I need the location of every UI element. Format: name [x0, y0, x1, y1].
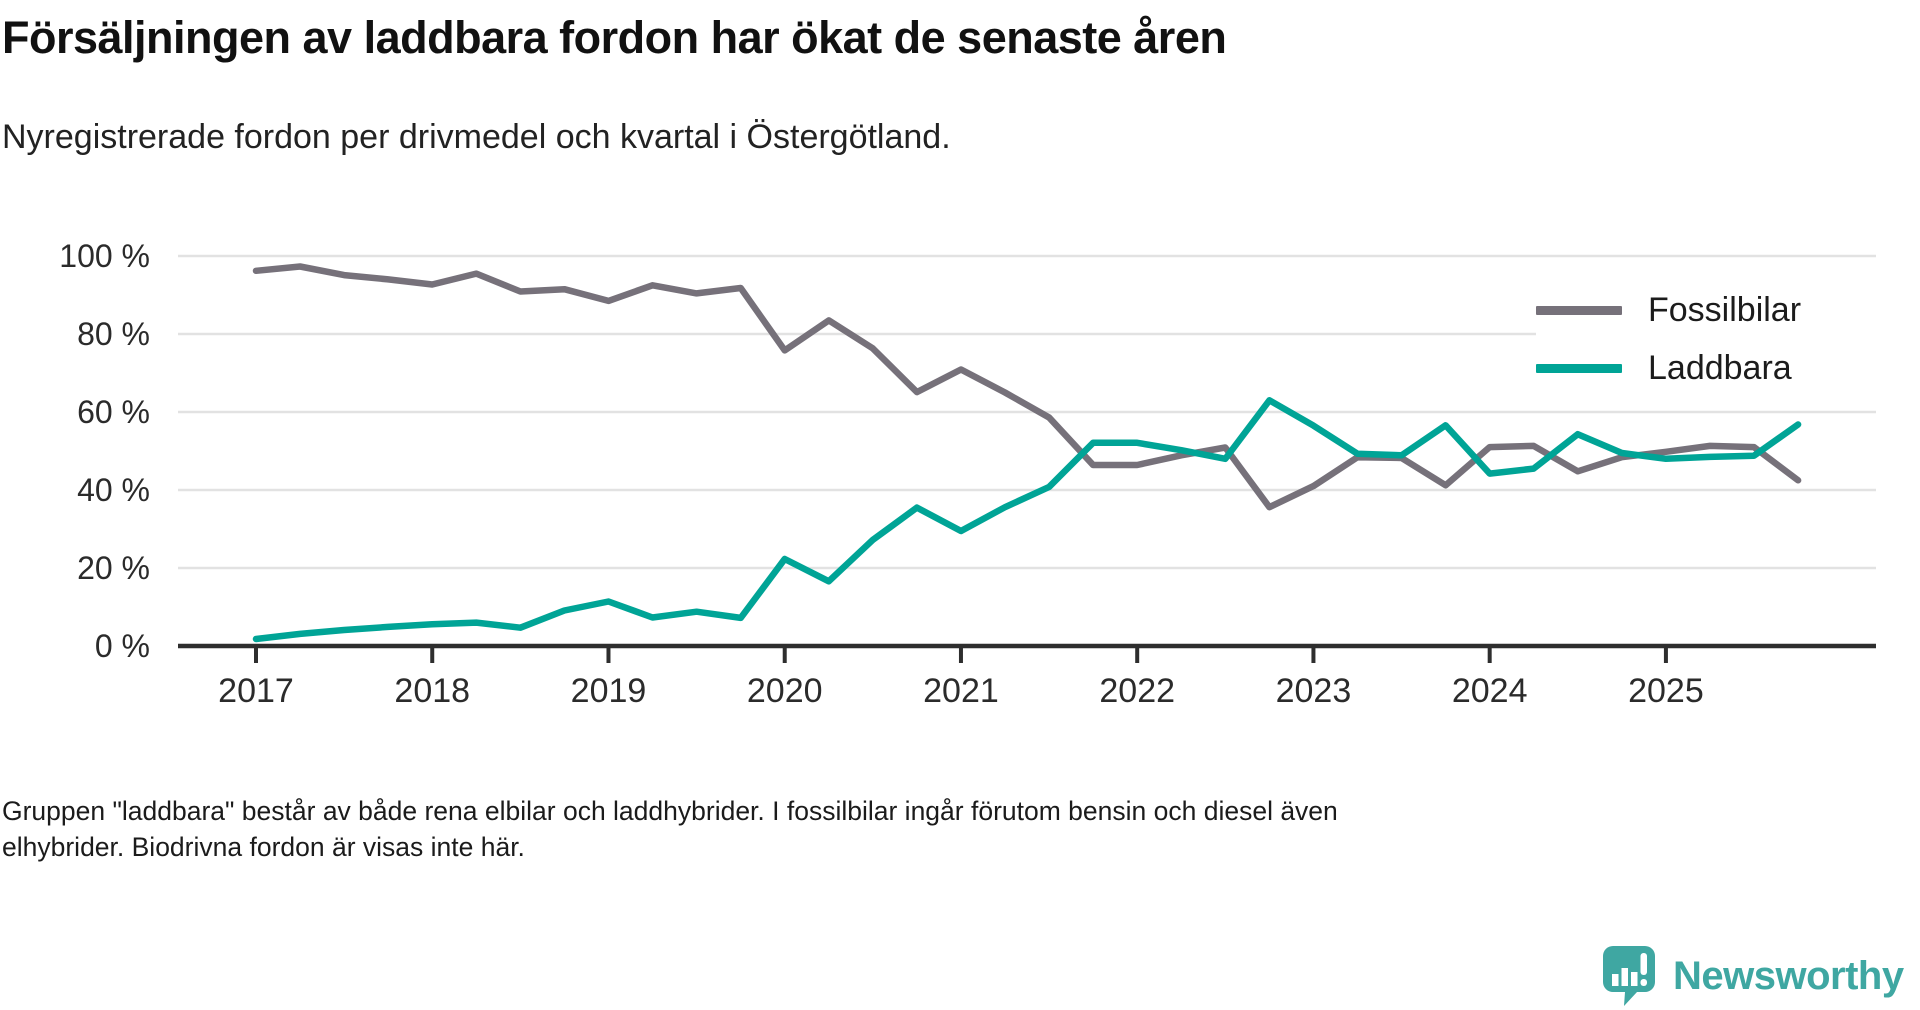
x-tick-label-2017: 2017 — [218, 672, 294, 710]
bar-2 — [1621, 968, 1628, 986]
chart-footnote: Gruppen "laddbara" består av både rena e… — [2, 793, 1832, 865]
x-tick-label-2023: 2023 — [1276, 672, 1352, 710]
exclamation-dot — [1640, 979, 1647, 986]
legend-label-laddbara: Laddbara — [1648, 348, 1792, 387]
laddbara-line-swatch — [1536, 363, 1622, 373]
x-tick-label-2022: 2022 — [1099, 672, 1175, 710]
chart-legend: Fossilbilar Laddbara — [1536, 284, 1876, 394]
y-tick-label-60: 60 % — [77, 394, 150, 430]
exclamation-bar — [1640, 953, 1647, 975]
y-tick-label-80: 80 % — [77, 316, 150, 352]
series-line-fossilbilar — [252, 263, 1802, 511]
footnote-line-2: elhybrider. Biodrivna fordon är visas in… — [2, 832, 525, 862]
y-tick-label-0: 0 % — [95, 628, 150, 664]
newsworthy-bubble-icon — [1603, 946, 1655, 1006]
bubble-shape — [1603, 946, 1655, 1006]
legend-item-fossilbilar: Fossilbilar — [1536, 290, 1876, 330]
y-tick-label-20: 20 % — [77, 550, 150, 586]
x-tick-label-2019: 2019 — [571, 672, 647, 710]
x-tick-label-2024: 2024 — [1452, 672, 1528, 710]
fossilbilar-line-swatch — [1536, 305, 1622, 315]
series-line-laddbara — [252, 397, 1802, 643]
x-tick-label-2025: 2025 — [1628, 672, 1704, 710]
footnote-line-1: Gruppen "laddbara" består av både rena e… — [2, 796, 1338, 826]
legend-label-fossilbilar: Fossilbilar — [1648, 290, 1802, 329]
y-tick-label-100: 100 % — [59, 238, 150, 274]
newsworthy-logo: Newsworthy — [1601, 945, 1904, 1007]
newsworthy-logo-text: Newsworthy — [1673, 953, 1904, 998]
x-tick-label-2018: 2018 — [394, 672, 470, 710]
bar-1 — [1612, 974, 1619, 986]
chart-title: Försäljningen av laddbara fordon har öka… — [2, 12, 1227, 63]
x-tick-label-2021: 2021 — [923, 672, 999, 710]
legend-item-laddbara: Laddbara — [1536, 348, 1876, 388]
chart-subtitle: Nyregistrerade fordon per drivmedel och … — [2, 118, 951, 156]
bar-3 — [1631, 972, 1638, 986]
y-tick-label-40: 40 % — [77, 472, 150, 508]
x-tick-label-2020: 2020 — [747, 672, 823, 710]
